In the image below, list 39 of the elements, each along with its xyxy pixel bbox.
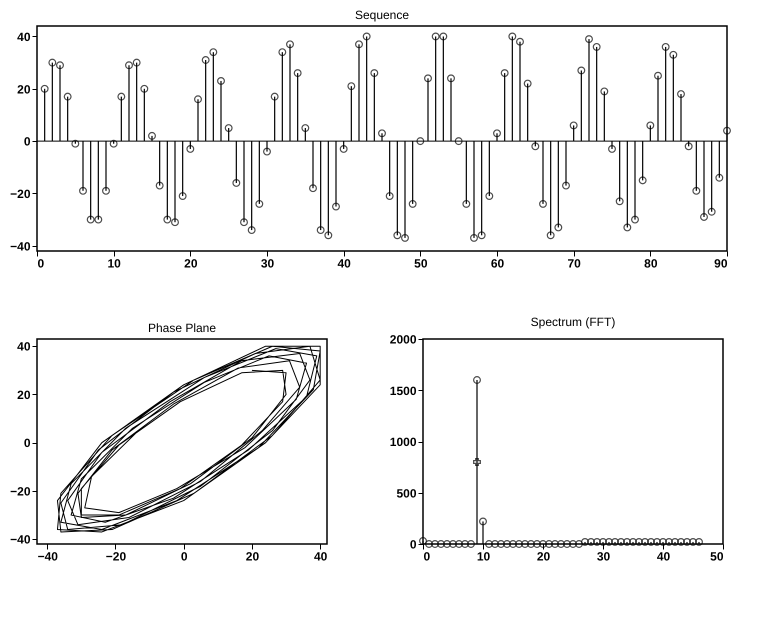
chart-title: Spectrum (FFT) (530, 315, 616, 329)
y-tick-label: 0 (24, 134, 31, 149)
x-tick-label: 0 (38, 256, 44, 270)
x-tick-label: 0 (424, 550, 430, 564)
x-tick-label: 40 (656, 550, 670, 564)
x-tick-label: 0 (180, 550, 188, 564)
x-tick-label: 20 (184, 256, 198, 270)
x-tick-label: 50 (710, 550, 724, 564)
chart-title: Phase Plane (148, 321, 216, 335)
y-tick-label: 40 (17, 30, 31, 44)
x-tick-label: 70 (567, 256, 582, 270)
x-tick-label: 50 (414, 256, 428, 270)
y-tick-label: 2000 (390, 332, 417, 346)
x-tick-label: 80 (644, 256, 658, 270)
x-tick-label: 20 (536, 550, 550, 564)
x-tick-label: 40 (314, 550, 328, 564)
y-tick-label: 0 (410, 538, 417, 552)
x-tick-label: −40 (38, 550, 58, 564)
y-tick-label: 40 (17, 340, 31, 354)
y-tick-label: 20 (17, 388, 31, 402)
y-tick-label: −20 (10, 186, 31, 201)
x-tick-label: 20 (246, 550, 260, 564)
y-tick-label: 20 (17, 82, 31, 96)
y-tick-label: −20 (10, 484, 31, 498)
y-tick-label: 1000 (390, 435, 417, 449)
x-tick-label: 60 (490, 256, 504, 270)
y-tick-label: −40 (10, 532, 31, 547)
x-tick-label: 30 (596, 550, 610, 564)
x-tick-label: 30 (260, 256, 274, 270)
y-tick-label: 0 (24, 436, 31, 450)
y-tick-label: 1500 (390, 384, 417, 398)
x-tick-label: 10 (476, 550, 490, 564)
x-tick-label: 40 (337, 256, 352, 270)
y-tick-label: 500 (396, 486, 417, 500)
x-tick-label: −20 (106, 550, 126, 564)
y-tick-label: −40 (10, 239, 31, 254)
x-tick-label: 10 (107, 256, 122, 270)
x-tick-label: 90 (714, 256, 728, 270)
chart-title: Sequence (354, 8, 410, 22)
